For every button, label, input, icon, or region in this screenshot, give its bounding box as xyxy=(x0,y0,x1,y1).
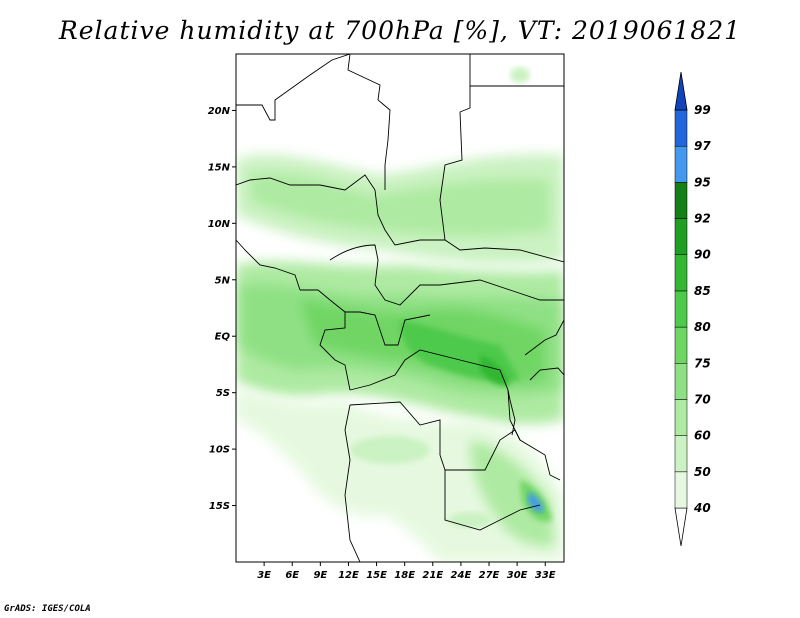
colorbar-box xyxy=(674,290,688,328)
lon-tick-label: 24E xyxy=(451,570,472,581)
colorbar-level-label: 75 xyxy=(694,356,711,370)
lon-tick-label: 6E xyxy=(285,570,299,581)
humidity-field xyxy=(236,67,564,562)
lat-tick-label: 20N xyxy=(208,106,231,117)
colorbar-level-label: 40 xyxy=(693,501,711,515)
colorbar-box xyxy=(674,363,688,400)
lat-tick-label: 5N xyxy=(215,275,231,286)
colorbar-box xyxy=(674,471,688,509)
colorbar-level-label: 80 xyxy=(694,320,711,334)
colorbar-low-triangle xyxy=(674,507,688,547)
lon-tick-label: 15E xyxy=(366,570,387,581)
colorbar-box xyxy=(674,182,688,219)
colorbar-box xyxy=(674,435,688,473)
longitude-axis: 3E 6E 9E 12E 15E 18E 21E 24E 27E 30E 33E xyxy=(257,562,556,581)
colorbar-high-triangle xyxy=(674,71,688,111)
colorbar-level-label: 92 xyxy=(694,212,711,226)
lon-tick-label: 33E xyxy=(535,570,556,581)
colorbar-level-label: 95 xyxy=(694,175,711,189)
colorbar-box xyxy=(674,399,688,436)
colorbar-level-label: 97 xyxy=(694,139,711,153)
colorbar-box xyxy=(674,109,688,147)
lon-tick-label: 27E xyxy=(479,570,500,581)
lat-tick-label: 10N xyxy=(208,219,231,230)
lon-tick-label: 9E xyxy=(313,570,327,581)
lon-tick-label: 21E xyxy=(422,570,443,581)
lon-tick-label: 3E xyxy=(257,570,271,581)
chart-title: Relative humidity at 700hPa [%], VT: 201… xyxy=(58,16,742,45)
colorbar-level-label: 50 xyxy=(694,465,711,479)
lat-tick-label: EQ xyxy=(215,332,231,343)
lon-tick-label: 18E xyxy=(394,570,415,581)
lon-tick-label: 30E xyxy=(507,570,528,581)
map-frame xyxy=(235,53,565,563)
lat-tick-label: 5S xyxy=(216,388,230,399)
lat-tick-label: 15S xyxy=(209,501,230,512)
colorbar-box xyxy=(674,326,688,364)
colorbar: 40 50 60 70 75 80 85 90 92 95 97 99 xyxy=(674,71,711,547)
credit-text: GrADS: IGES/COLA xyxy=(4,604,91,614)
colorbar-level-label: 99 xyxy=(694,103,711,117)
country-borders xyxy=(236,54,564,562)
lat-tick-label: 10S xyxy=(209,445,230,456)
latitude-axis: 20N 15N 10N 5N EQ 5S 10S 15S xyxy=(208,106,236,512)
colorbar-box xyxy=(674,254,688,292)
lat-tick-label: 15N xyxy=(208,162,231,173)
colorbar-level-label: 85 xyxy=(694,284,711,298)
colorbar-level-label: 70 xyxy=(694,392,711,406)
colorbar-box xyxy=(674,145,688,183)
colorbar-box xyxy=(674,218,688,255)
lon-tick-label: 12E xyxy=(338,570,359,581)
colorbar-level-label: 90 xyxy=(694,248,711,262)
colorbar-level-label: 60 xyxy=(694,429,711,443)
